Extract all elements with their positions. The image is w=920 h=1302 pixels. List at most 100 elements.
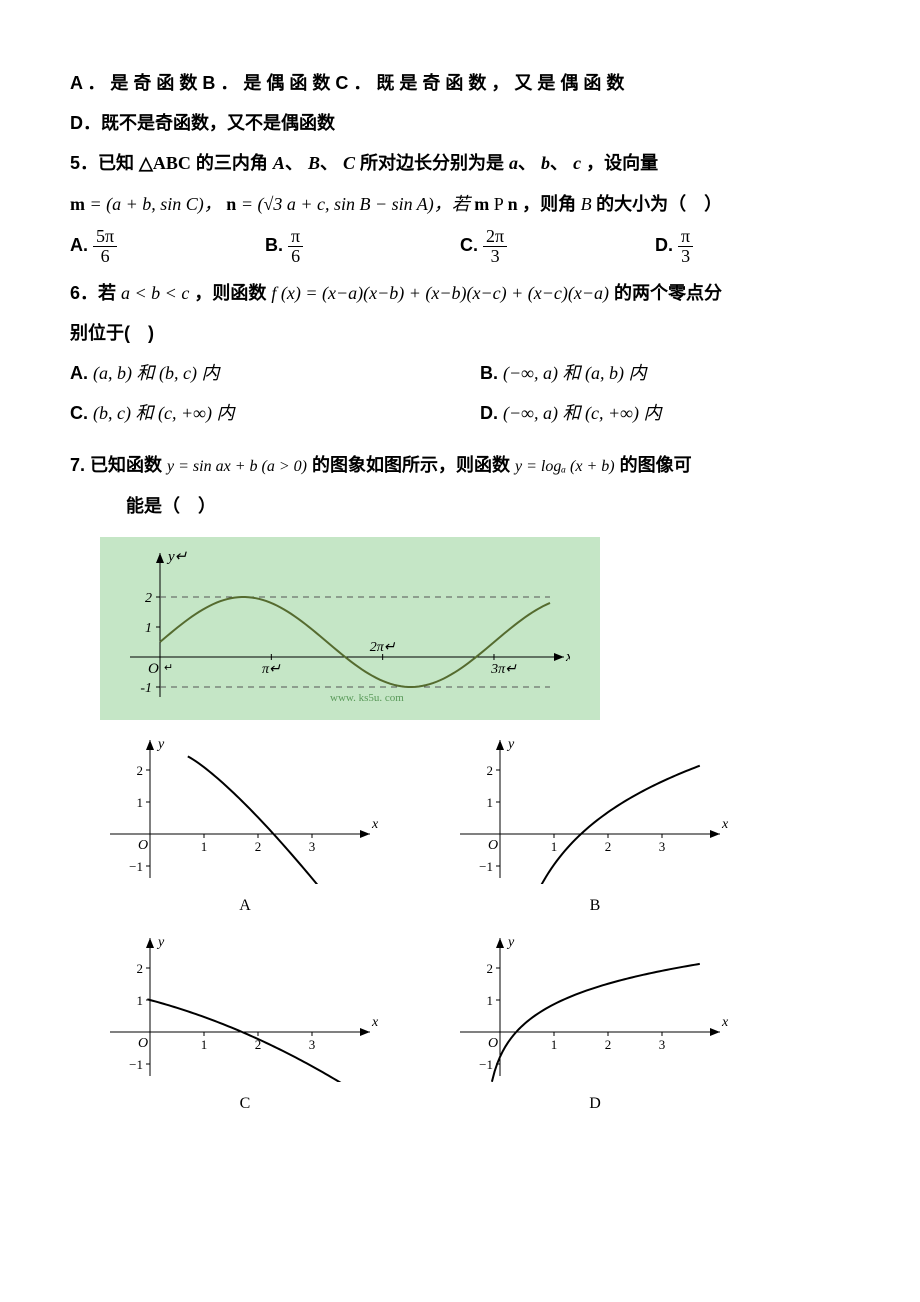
svg-text:x: x	[371, 817, 379, 832]
svg-text:3π↵: 3π↵	[490, 662, 517, 677]
svg-text:x: x	[721, 1015, 729, 1030]
graph-D-svg: 21−1123Oxy	[450, 932, 730, 1082]
t: = (√3 a + c, sin B − sin A)，若	[241, 194, 474, 214]
t: A.	[70, 235, 88, 255]
svg-text:2π↵: 2π↵	[370, 640, 396, 655]
svg-text:O: O	[488, 1036, 498, 1051]
q4-optA: A ． 是 奇 函 数	[70, 73, 202, 93]
t: (a, b) 和 (b, c) 内	[93, 363, 219, 383]
t: 5．已知	[70, 153, 134, 173]
q7-main-figure: 21-1π↵2π↵3π↵Ox↵y↵www. ks5u. com↵	[100, 537, 600, 720]
svg-text:1: 1	[201, 1037, 208, 1052]
svg-text:1: 1	[487, 795, 494, 810]
svg-text:2: 2	[145, 591, 152, 606]
t: 3	[483, 247, 507, 266]
graph-A-svg: 21−1123Oxy	[100, 734, 380, 884]
svg-text:y: y	[506, 737, 515, 752]
t: ，则角	[522, 194, 576, 214]
svg-text:1: 1	[201, 839, 208, 854]
t: 6	[93, 247, 117, 266]
t: m	[474, 194, 489, 214]
svg-text:y: y	[506, 935, 515, 950]
svg-text:x↵: x↵	[565, 649, 570, 665]
t: π	[288, 227, 303, 247]
t: 的两个零点分	[614, 283, 722, 303]
svg-text:x: x	[721, 817, 729, 832]
q5-choices: A. 5π6 B. π6 C. 2π3 D. π3	[70, 227, 850, 266]
t: B.	[480, 363, 498, 383]
svg-text:2: 2	[605, 1037, 612, 1052]
label-B: B	[450, 891, 740, 921]
t: (−∞, a) 和 (a, b) 内	[503, 363, 646, 383]
t: 的三内角	[196, 153, 268, 173]
q6-stem-line2: 别位于( )	[70, 316, 850, 350]
svg-text:y↵: y↵	[166, 549, 188, 565]
svg-text:↵: ↵	[164, 662, 173, 674]
fig-C: 21−1123OxyC	[100, 932, 390, 1120]
svg-text:−1: −1	[479, 1057, 493, 1072]
svg-text:2: 2	[255, 839, 262, 854]
svg-text:π↵: π↵	[262, 662, 281, 677]
svg-text:-1: -1	[140, 681, 152, 696]
t: y = logₐ (x + b)	[515, 458, 615, 475]
q6-stem-line1: 6．若 a < b < c ，则函数 f (x) = (x−a)(x−b) + …	[70, 276, 850, 310]
t: 2π	[483, 227, 507, 247]
q6-row1: A. (a, b) 和 (b, c) 内 B. (−∞, a) 和 (a, b)…	[70, 356, 850, 390]
q4-optB: B ． 是 偶 函 数	[202, 73, 335, 93]
fig-B: 2 1 −1 1 2 3 Ox y B	[450, 734, 740, 922]
q5-stem-line1: 5．已知 △ABC 的三内角 A、 B、 C 所对边长分别为是 a、 b、 c …	[70, 146, 850, 180]
svg-text:O: O	[138, 838, 148, 853]
fig-A: 21−1123OxyA	[100, 734, 390, 922]
t: 所对边长分别为是	[360, 153, 504, 173]
svg-text:1: 1	[137, 993, 144, 1008]
t: 6	[288, 247, 303, 266]
t: 7. 已知函数	[70, 455, 162, 475]
q5-stem-line2: m = (a + b, sin C)， n = (√3 a + c, sin B…	[70, 187, 850, 221]
t: A	[273, 153, 285, 173]
q4-optD: D．既不是奇函数，又不是偶函数	[70, 106, 850, 140]
q6-optC: C. (b, c) 和 (c, +∞) 内	[70, 396, 440, 430]
q6-optA: A. (a, b) 和 (b, c) 内	[70, 356, 440, 390]
svg-text:1: 1	[137, 795, 144, 810]
q4-options-line1: A ． 是 奇 函 数 B ． 是 偶 函 数 C ． 既 是 奇 函 数 ， …	[70, 66, 850, 100]
svg-text:x: x	[371, 1015, 379, 1030]
svg-text:1: 1	[145, 621, 152, 636]
svg-text:O: O	[148, 661, 159, 677]
t: C	[343, 153, 355, 173]
svg-text:y: y	[156, 737, 165, 752]
label-A: A	[100, 891, 390, 921]
t: n	[226, 194, 236, 214]
svg-text:1: 1	[551, 839, 558, 854]
svg-text:−1: −1	[129, 859, 143, 874]
main-graph-svg: 21-1π↵2π↵3π↵Ox↵y↵www. ks5u. com↵	[110, 547, 570, 707]
svg-text:−1: −1	[479, 859, 493, 874]
t: P	[494, 194, 503, 214]
t: a < b < c	[121, 283, 189, 303]
t: f (x) = (x−a)(x−b) + (x−b)(x−c) + (x−c)(…	[271, 283, 609, 303]
svg-text:2: 2	[487, 961, 494, 976]
fig-D: 21−1123OxyD	[450, 932, 740, 1120]
svg-text:3: 3	[659, 839, 666, 854]
svg-text:O: O	[488, 838, 498, 853]
t: y = sin ax + b (a > 0)	[167, 458, 307, 475]
t: b	[541, 153, 550, 173]
t: ，设向量	[586, 153, 658, 173]
t: 的图像可	[620, 455, 692, 475]
t: c	[573, 153, 581, 173]
label-D: D	[450, 1089, 740, 1119]
svg-text:2: 2	[605, 839, 612, 854]
t: 的图象如图所示，则函数	[312, 455, 510, 475]
svg-text:−1: −1	[129, 1057, 143, 1072]
t: ，则函数	[194, 283, 266, 303]
svg-text:y: y	[156, 935, 165, 950]
t: D.	[480, 403, 498, 423]
t: n	[508, 194, 518, 214]
q5-optC: C. 2π3	[460, 227, 655, 266]
svg-text:2: 2	[487, 763, 494, 778]
svg-text:3: 3	[309, 839, 316, 854]
svg-text:O: O	[138, 1036, 148, 1051]
t: 5π	[93, 227, 117, 247]
q6-row2: C. (b, c) 和 (c, +∞) 内 D. (−∞, a) 和 (c, +…	[70, 396, 850, 430]
t: B	[581, 194, 592, 214]
t: = (a + b, sin C)，	[90, 194, 227, 214]
